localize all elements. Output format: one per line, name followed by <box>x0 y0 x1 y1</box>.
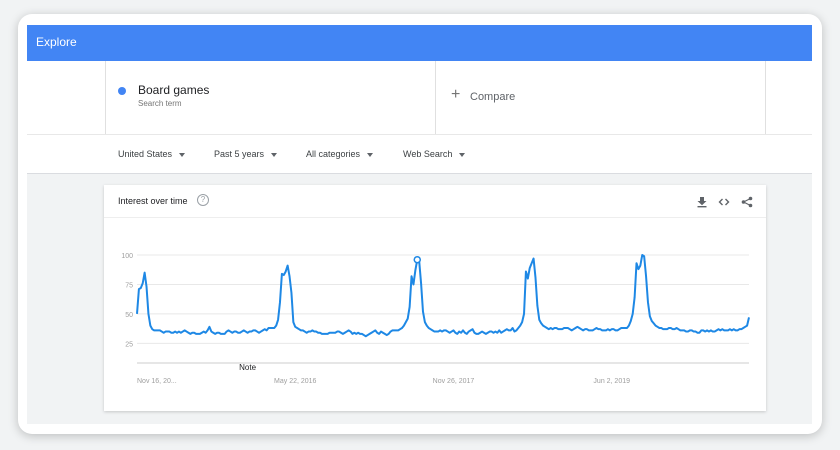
term-color-dot <box>118 87 126 95</box>
time-range-filter[interactable]: Past 5 years <box>214 149 278 159</box>
y-tick-label: 25 <box>125 341 133 348</box>
interest-over-time-card: Interest over time ? 25 50 75 100 Nov 16, 20… <box>104 185 766 411</box>
card-header: Interest over time ? <box>104 185 766 218</box>
divider <box>435 61 436 134</box>
series-line-board-games <box>136 254 750 338</box>
time-range-filter-label: Past 5 years <box>214 149 265 159</box>
x-tick-label: Jun 2, 2019 <box>593 378 630 385</box>
compare-button[interactable]: + Compare <box>451 61 781 134</box>
chevron-down-icon <box>367 152 374 157</box>
help-icon[interactable]: ? <box>197 194 209 206</box>
search-term-subtitle: Search term <box>138 99 182 108</box>
x-tick-label: Nov 16, 20... <box>137 378 177 385</box>
search-type-filter-label: Web Search <box>403 149 453 159</box>
x-tick-label: Nov 26, 2017 <box>433 378 475 385</box>
chevron-down-icon <box>459 152 466 157</box>
region-filter-label: United States <box>118 149 173 159</box>
header-bar: Explore <box>27 25 812 61</box>
interest-chart: 25 50 75 100 Nov 16, 20... May 22, 2016 Nov 26… <box>121 253 750 385</box>
annotation-label: Note <box>239 363 256 372</box>
search-type-filter[interactable]: Web Search <box>403 149 466 159</box>
share-icon[interactable] <box>741 195 753 208</box>
y-tick-label: 100 <box>121 253 133 260</box>
category-filter-label: All categories <box>306 149 361 159</box>
y-tick-label: 50 <box>125 312 133 319</box>
chevron-down-icon <box>271 152 278 157</box>
page-title: Explore <box>36 35 77 49</box>
category-filter[interactable]: All categories <box>306 149 374 159</box>
card-title: Interest over time <box>118 196 188 206</box>
plus-icon: + <box>451 86 461 103</box>
search-term-row: Board games Search term + Compare <box>27 61 812 134</box>
embed-icon[interactable] <box>718 195 730 207</box>
peak-marker <box>413 255 422 264</box>
y-tick-label: 75 <box>125 282 133 289</box>
filter-bar: United States Past 5 years All categorie… <box>27 134 812 175</box>
chevron-down-icon <box>179 152 186 157</box>
search-term-name[interactable]: Board games <box>138 83 210 97</box>
compare-label: Compare <box>470 91 516 103</box>
divider <box>105 61 106 134</box>
x-tick-label: May 22, 2016 <box>274 378 317 385</box>
download-icon[interactable] <box>696 195 708 208</box>
search-term-card[interactable]: Board games Search term <box>105 61 435 134</box>
explore-window: Explore Board games Search term + Compar… <box>18 14 822 434</box>
region-filter[interactable]: United States <box>118 149 186 159</box>
divider <box>765 61 766 134</box>
